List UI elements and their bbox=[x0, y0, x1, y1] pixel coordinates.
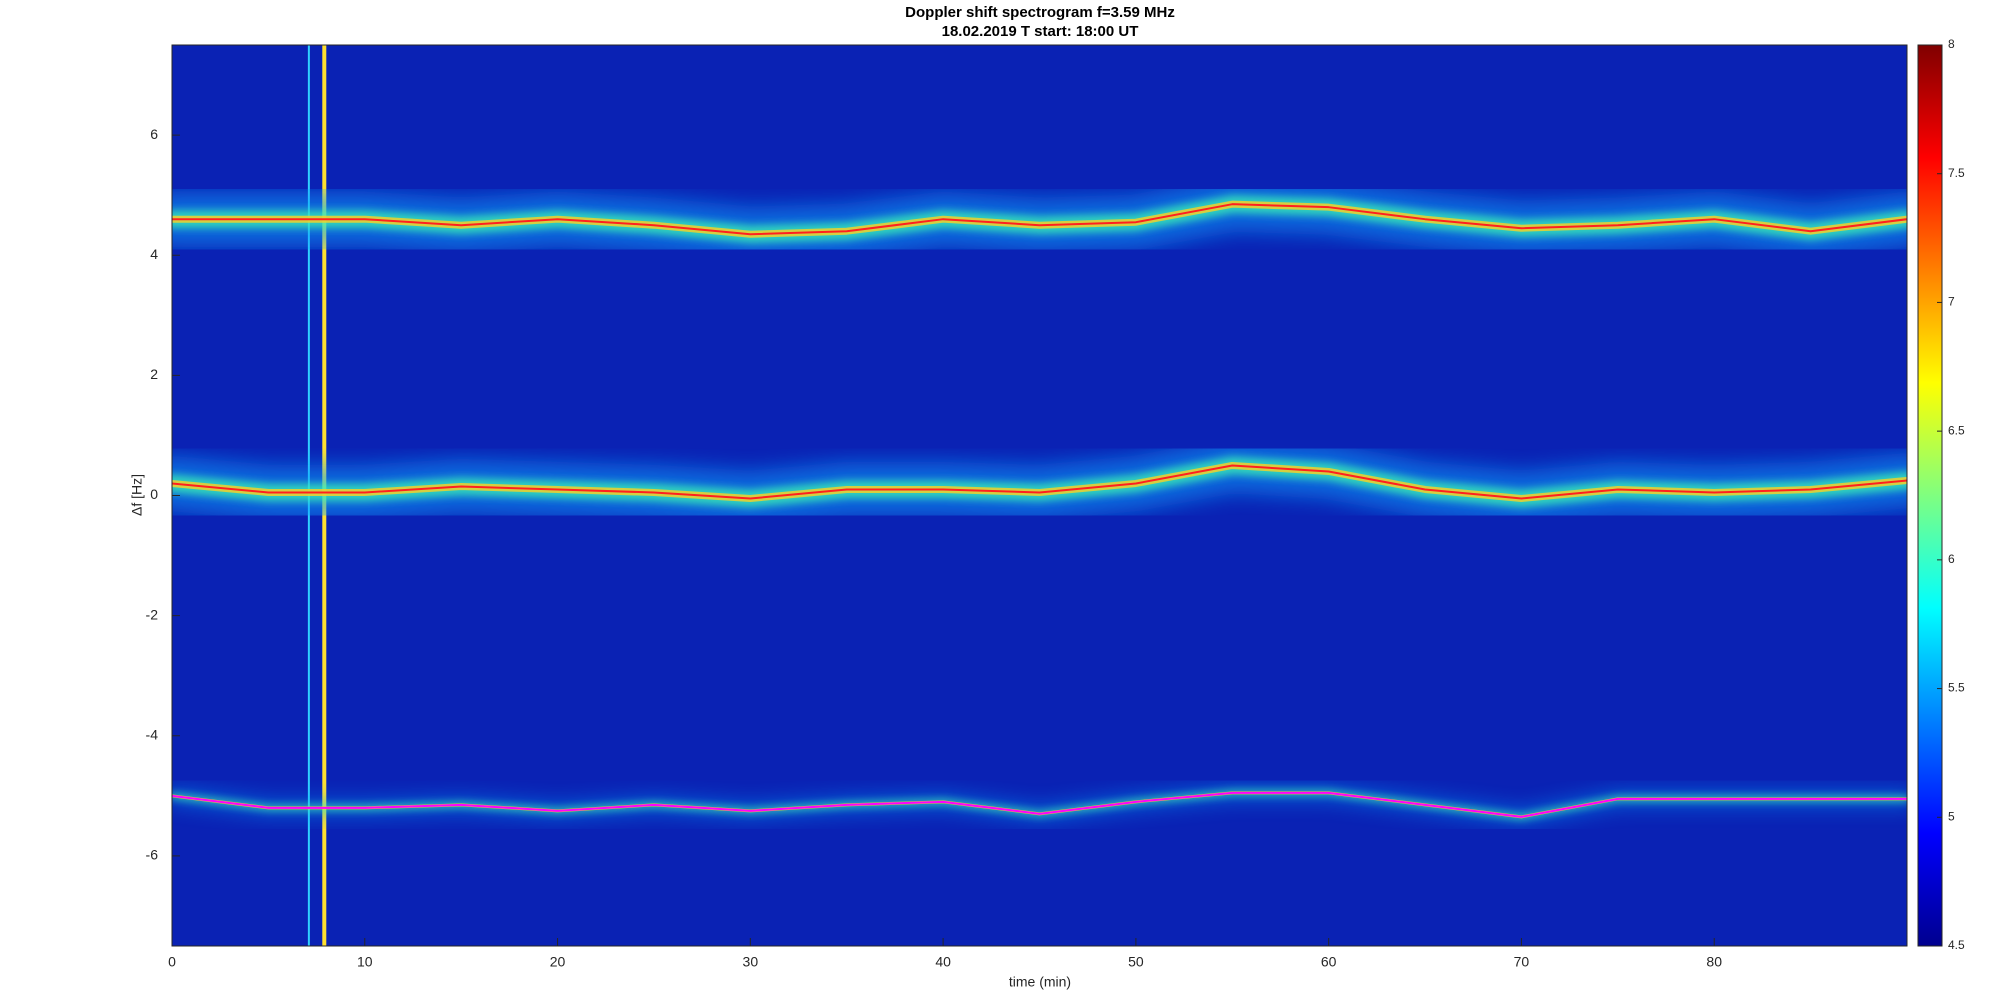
x-tick-label: 30 bbox=[743, 954, 759, 970]
trace-line bbox=[172, 464, 1907, 500]
y-tick-label: -4 bbox=[146, 726, 159, 742]
plot-area bbox=[172, 45, 1907, 946]
colorbar-tick-label: 7.5 bbox=[1948, 166, 1965, 180]
x-tick-label: 50 bbox=[1128, 954, 1144, 970]
x-tick-label: 40 bbox=[935, 954, 951, 970]
x-tick-label: 10 bbox=[357, 954, 373, 970]
colorbar-tick-label: 4.5 bbox=[1948, 938, 1965, 952]
x-tick-label: 20 bbox=[550, 954, 566, 970]
y-tick-label: 6 bbox=[150, 126, 158, 142]
y-tick-label: 2 bbox=[150, 366, 158, 382]
trace-line bbox=[172, 203, 1907, 236]
x-axis-label: time (min) bbox=[1009, 974, 1071, 990]
y-tick-label: 0 bbox=[150, 486, 158, 502]
colorbar-tick-label: 6.5 bbox=[1948, 423, 1965, 437]
x-tick-label: 70 bbox=[1514, 954, 1530, 970]
y-tick-label: -2 bbox=[146, 606, 159, 622]
chart-subtitle: 18.02.2019 T start: 18:00 UT bbox=[942, 23, 1139, 40]
colorbar-tick-label: 6 bbox=[1948, 552, 1955, 566]
colorbar-tick-label: 7 bbox=[1948, 295, 1955, 309]
x-tick-label: 80 bbox=[1706, 954, 1722, 970]
colorbar-tick-label: 8 bbox=[1948, 37, 1955, 51]
trace-line bbox=[172, 791, 1907, 818]
colorbar-tick-label: 5.5 bbox=[1948, 681, 1965, 695]
x-tick-label: 0 bbox=[168, 954, 176, 970]
chart-title: Doppler shift spectrogram f=3.59 MHz bbox=[905, 4, 1175, 21]
colorbar-tick-label: 5 bbox=[1948, 809, 1955, 823]
x-tick-label: 60 bbox=[1321, 954, 1337, 970]
colorbar bbox=[1917, 44, 1943, 947]
y-axis-label: Δf [Hz] bbox=[129, 474, 145, 516]
y-tick-label: 4 bbox=[150, 246, 158, 262]
y-tick-label: -6 bbox=[146, 847, 159, 863]
